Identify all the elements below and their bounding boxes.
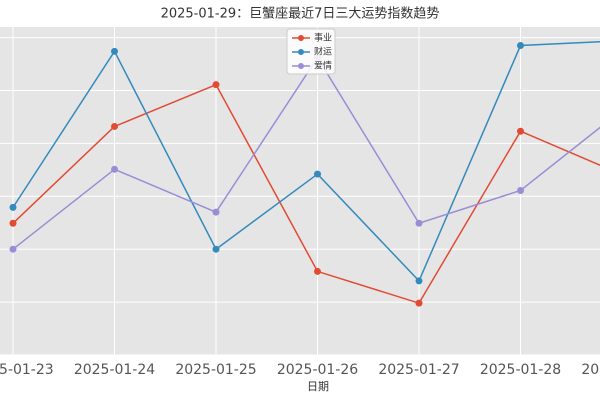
point: [212, 208, 220, 216]
point: [415, 277, 423, 285]
point: [415, 219, 423, 227]
point: [314, 267, 321, 275]
point: [212, 245, 220, 253]
legend-marker: [298, 49, 304, 55]
point: [9, 245, 17, 253]
legend-label: 财运: [314, 46, 332, 58]
x-tick-label: 2025-01-29: [581, 362, 600, 378]
legend-marker: [298, 35, 304, 41]
point: [111, 165, 118, 173]
x-tick-label: 2025-01-27: [378, 362, 459, 378]
point: [517, 186, 524, 194]
point: [111, 122, 118, 130]
point: [9, 203, 17, 211]
lines: [9, 41, 600, 307]
x-axis-label: 日期: [307, 380, 329, 393]
point: [111, 47, 118, 55]
point: [517, 42, 524, 50]
point: [517, 127, 524, 135]
plot-background: [0, 27, 600, 355]
x-tick-label: 2025-01-28: [480, 362, 561, 378]
point: [415, 299, 423, 307]
x-tick-label: 2025-01-26: [277, 362, 358, 378]
x-tick-label: 2025-01-24: [74, 362, 155, 378]
x-tick-label: 2025-01-25: [175, 362, 256, 378]
legend-marker: [298, 63, 304, 69]
legend-label: 爱情: [314, 60, 332, 72]
point: [212, 81, 220, 89]
point: [9, 219, 17, 227]
point: [314, 170, 321, 178]
legend-label: 事业: [314, 32, 332, 44]
legend-box: [286, 28, 336, 75]
x-tick-label: 2025-01-23: [0, 362, 54, 378]
chart-title: 2025-01-29：巨蟹座最近7日三大运势指数趋势: [161, 6, 440, 22]
